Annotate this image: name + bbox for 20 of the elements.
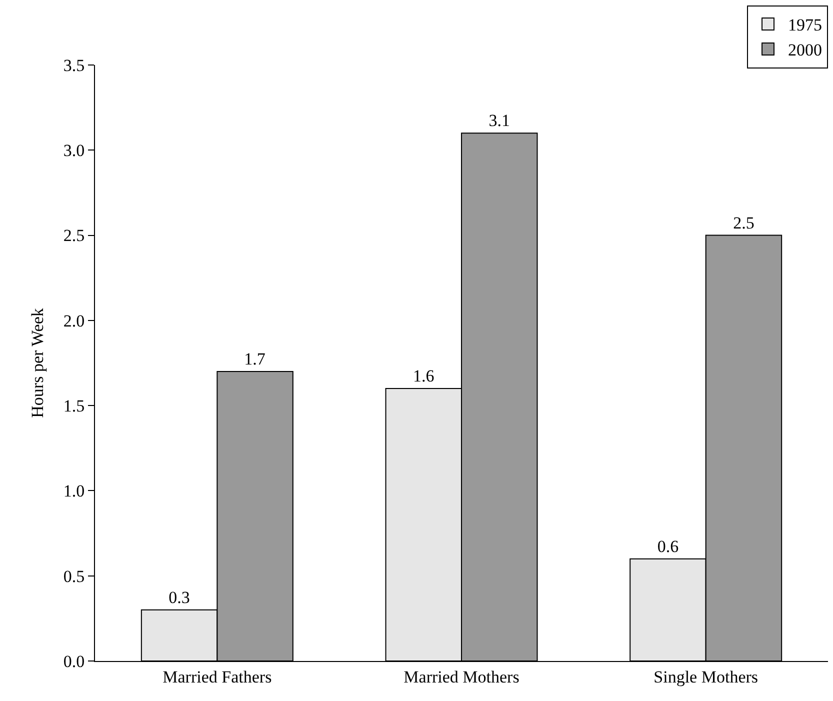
y-tick-label: 1.0 bbox=[63, 482, 85, 501]
y-tick-label: 2.5 bbox=[63, 226, 85, 246]
legend-label: 1975 bbox=[788, 16, 822, 35]
data-label: 0.3 bbox=[168, 588, 190, 607]
x-tick-label: Married Mothers bbox=[404, 667, 520, 686]
data-label: 3.1 bbox=[488, 111, 510, 130]
data-label: 0.6 bbox=[657, 536, 679, 556]
x-tick-label: Single Mothers bbox=[654, 667, 758, 686]
y-tick-label: 0.0 bbox=[63, 652, 85, 671]
data-label: 1.6 bbox=[413, 366, 434, 386]
x-tick-label: Married Fathers bbox=[162, 667, 272, 686]
y-tick-label: 3.0 bbox=[63, 141, 85, 160]
data-label: 2.5 bbox=[733, 213, 754, 232]
y-tick-label: 3.5 bbox=[63, 56, 85, 75]
y-tick-label: 0.5 bbox=[63, 566, 85, 586]
legend-label: 2000 bbox=[788, 40, 822, 60]
y-axis-title: Hours per Week bbox=[28, 308, 47, 418]
y-tick-label: 2.0 bbox=[63, 311, 85, 330]
data-label: 1.7 bbox=[244, 350, 266, 369]
y-tick-label: 1.5 bbox=[63, 396, 85, 416]
